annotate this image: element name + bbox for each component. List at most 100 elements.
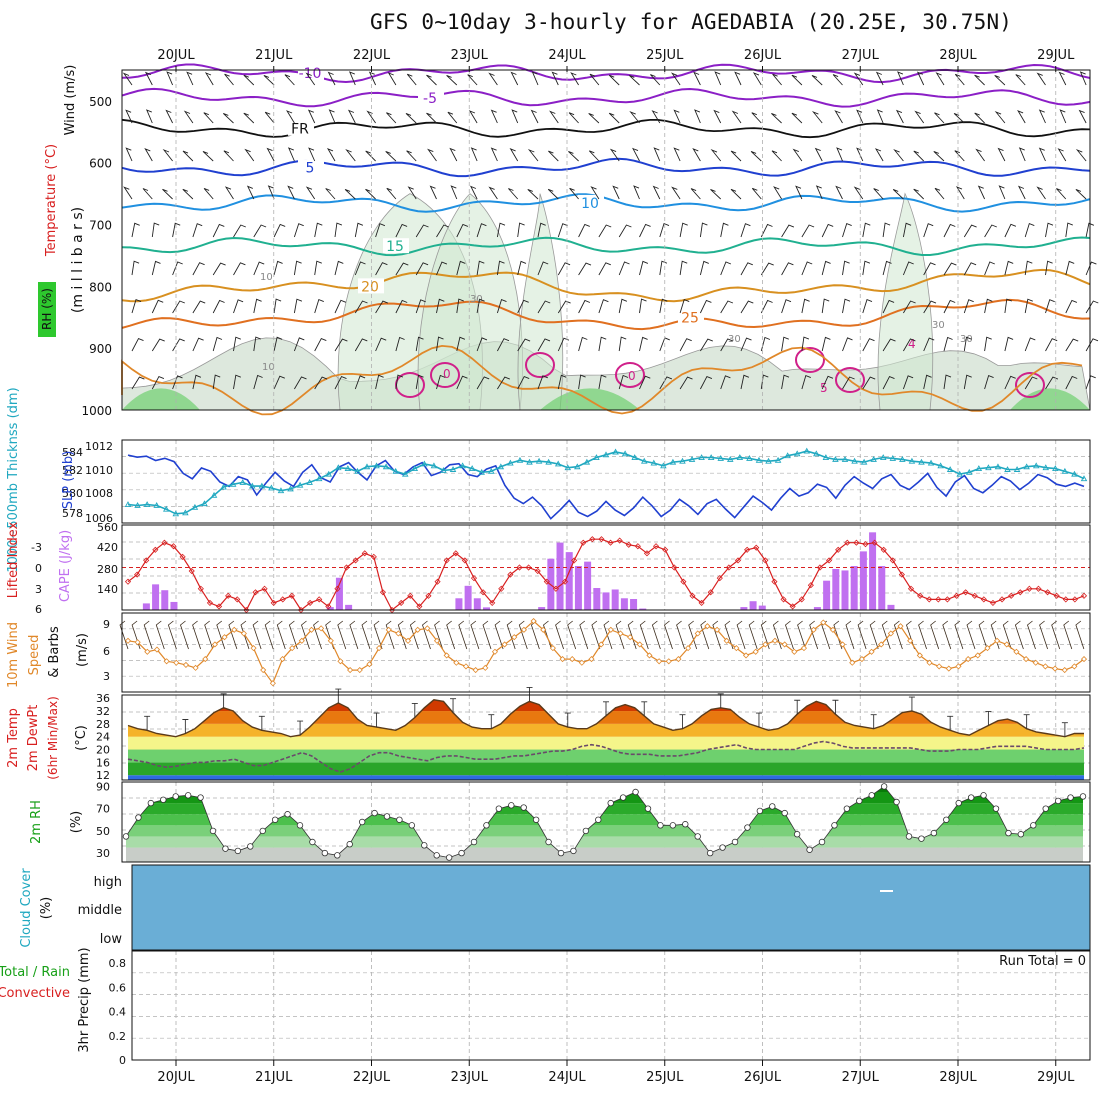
rh-point <box>458 849 465 857</box>
wind-speed-point <box>376 645 383 652</box>
wind-barb <box>307 109 316 124</box>
wind-barb <box>578 374 586 390</box>
temp-minmax-bar <box>832 699 839 715</box>
wind-barb <box>690 188 701 200</box>
thickness-point <box>497 463 505 470</box>
wind-barb <box>730 188 742 200</box>
surface-wind-barb <box>409 620 419 650</box>
wind-barb <box>488 72 498 86</box>
lifted-index-point <box>989 599 997 606</box>
rh-point <box>184 792 192 799</box>
lifted-index-point <box>625 541 632 548</box>
panel-frame <box>121 694 1091 781</box>
wind-barb <box>974 112 985 124</box>
rh-contour-label: 10 <box>262 362 275 373</box>
temp-minmax-bar <box>947 715 954 731</box>
wind-speed-point <box>250 645 257 652</box>
rh-point <box>992 805 1000 812</box>
lifted-index-point <box>926 596 933 603</box>
thickness-point <box>1004 466 1011 472</box>
thickness-point <box>1013 466 1021 472</box>
lifted-index-point <box>352 557 359 564</box>
surface-wind-barb <box>518 620 528 650</box>
wind-barb <box>821 375 834 390</box>
rh-point <box>309 838 316 846</box>
thickness-point <box>640 457 648 464</box>
wind-speed-point <box>327 637 334 644</box>
thickness-point <box>430 462 438 469</box>
wind-barb <box>426 74 437 86</box>
wind-barb <box>125 147 133 162</box>
thickness-point <box>736 454 744 460</box>
wind-tick-label: 3 <box>103 670 110 683</box>
wind-barb <box>834 110 843 124</box>
wind-speed-point <box>501 641 508 648</box>
wind-barb <box>203 112 214 124</box>
wind-barb <box>893 149 904 162</box>
lifted-index-point <box>944 596 951 603</box>
rh-contour-label: 30 <box>728 334 741 345</box>
cape-bar <box>611 589 619 610</box>
wind-barb <box>639 298 647 314</box>
rh-point <box>632 788 639 796</box>
wind-barb <box>578 299 591 314</box>
wind-barb <box>618 261 630 276</box>
inversion-contour <box>525 352 555 378</box>
wind-barb <box>1058 71 1067 86</box>
wind-barb <box>273 223 286 238</box>
wind-barb <box>436 336 444 352</box>
wind-barb <box>347 109 356 124</box>
surface-wind-barb <box>458 620 468 650</box>
wind-speed-point <box>800 645 808 652</box>
wind-speed-point <box>810 626 817 633</box>
wind-barb <box>557 223 568 238</box>
wind-barb <box>916 71 925 86</box>
ylabel-barbs: & Barbs <box>47 626 62 678</box>
wind-barb <box>125 109 133 124</box>
surface-wind-barb <box>797 620 806 650</box>
lifted-index-point <box>762 557 769 564</box>
rh-point <box>694 833 701 840</box>
lifted-index-point <box>807 582 814 589</box>
wind-barb <box>144 71 153 86</box>
lifted-index-point <box>252 589 259 596</box>
thickness-point <box>468 465 476 472</box>
rh-band <box>126 792 1083 804</box>
wind-barb <box>842 298 851 314</box>
isotherm-label-bg <box>383 238 409 254</box>
cape-bar <box>142 603 150 610</box>
thickness-point <box>621 450 629 457</box>
wind-barb <box>233 262 246 276</box>
thickness-point <box>162 505 170 512</box>
surface-wind-barb <box>1039 620 1048 650</box>
lifted-index-point <box>889 557 896 564</box>
surface-wind-barb <box>1014 620 1024 650</box>
temp-minmax-bar <box>373 712 380 728</box>
wind-barb <box>354 222 364 238</box>
cape-bar <box>639 608 647 610</box>
cloud-level-label: high <box>94 875 122 890</box>
wind-barb <box>856 109 864 124</box>
wind-barb <box>673 109 681 124</box>
wind-barb <box>821 298 830 314</box>
surface-wind-barb <box>216 620 226 650</box>
wind-barb <box>984 224 997 238</box>
wind-barb <box>557 262 571 276</box>
temp-minmax-bar <box>411 703 418 718</box>
rh-point <box>644 805 652 812</box>
panel-frame <box>121 69 1091 411</box>
wind-speed-point <box>482 664 489 671</box>
wind-barb <box>801 298 810 314</box>
lifted-index-point <box>561 578 569 585</box>
wind-barb <box>1045 338 1058 352</box>
wind-barb <box>1036 72 1046 86</box>
rh-point <box>868 792 875 799</box>
lifted-index-point <box>853 539 860 546</box>
wind-speed-point <box>520 626 527 633</box>
ylabel-cloud-cover: Cloud Cover <box>19 868 34 948</box>
rh-point <box>930 829 938 837</box>
wind-speed-point <box>356 666 363 674</box>
wind-barb <box>679 260 688 276</box>
wind-speed-point <box>887 630 894 637</box>
temp-minmax-bar <box>450 698 457 713</box>
